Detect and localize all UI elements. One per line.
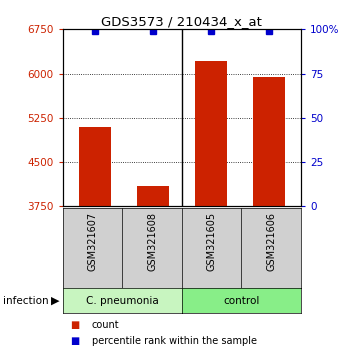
Bar bbox=[137, 186, 169, 206]
Text: GSM321606: GSM321606 bbox=[266, 212, 276, 271]
Text: infection: infection bbox=[3, 296, 49, 306]
Bar bbox=[253, 76, 285, 206]
Text: ■: ■ bbox=[70, 336, 79, 346]
Text: C. pneumonia: C. pneumonia bbox=[86, 296, 159, 306]
Text: control: control bbox=[223, 296, 259, 306]
Title: GDS3573 / 210434_x_at: GDS3573 / 210434_x_at bbox=[101, 15, 262, 28]
Text: percentile rank within the sample: percentile rank within the sample bbox=[92, 336, 257, 346]
Text: GSM321608: GSM321608 bbox=[147, 212, 157, 271]
Text: GSM321607: GSM321607 bbox=[88, 212, 98, 271]
Bar bbox=[79, 127, 111, 206]
Text: ▶: ▶ bbox=[51, 296, 60, 306]
Text: ■: ■ bbox=[70, 320, 79, 330]
Bar bbox=[195, 61, 227, 206]
Text: GSM321605: GSM321605 bbox=[207, 212, 217, 271]
Text: count: count bbox=[92, 320, 119, 330]
